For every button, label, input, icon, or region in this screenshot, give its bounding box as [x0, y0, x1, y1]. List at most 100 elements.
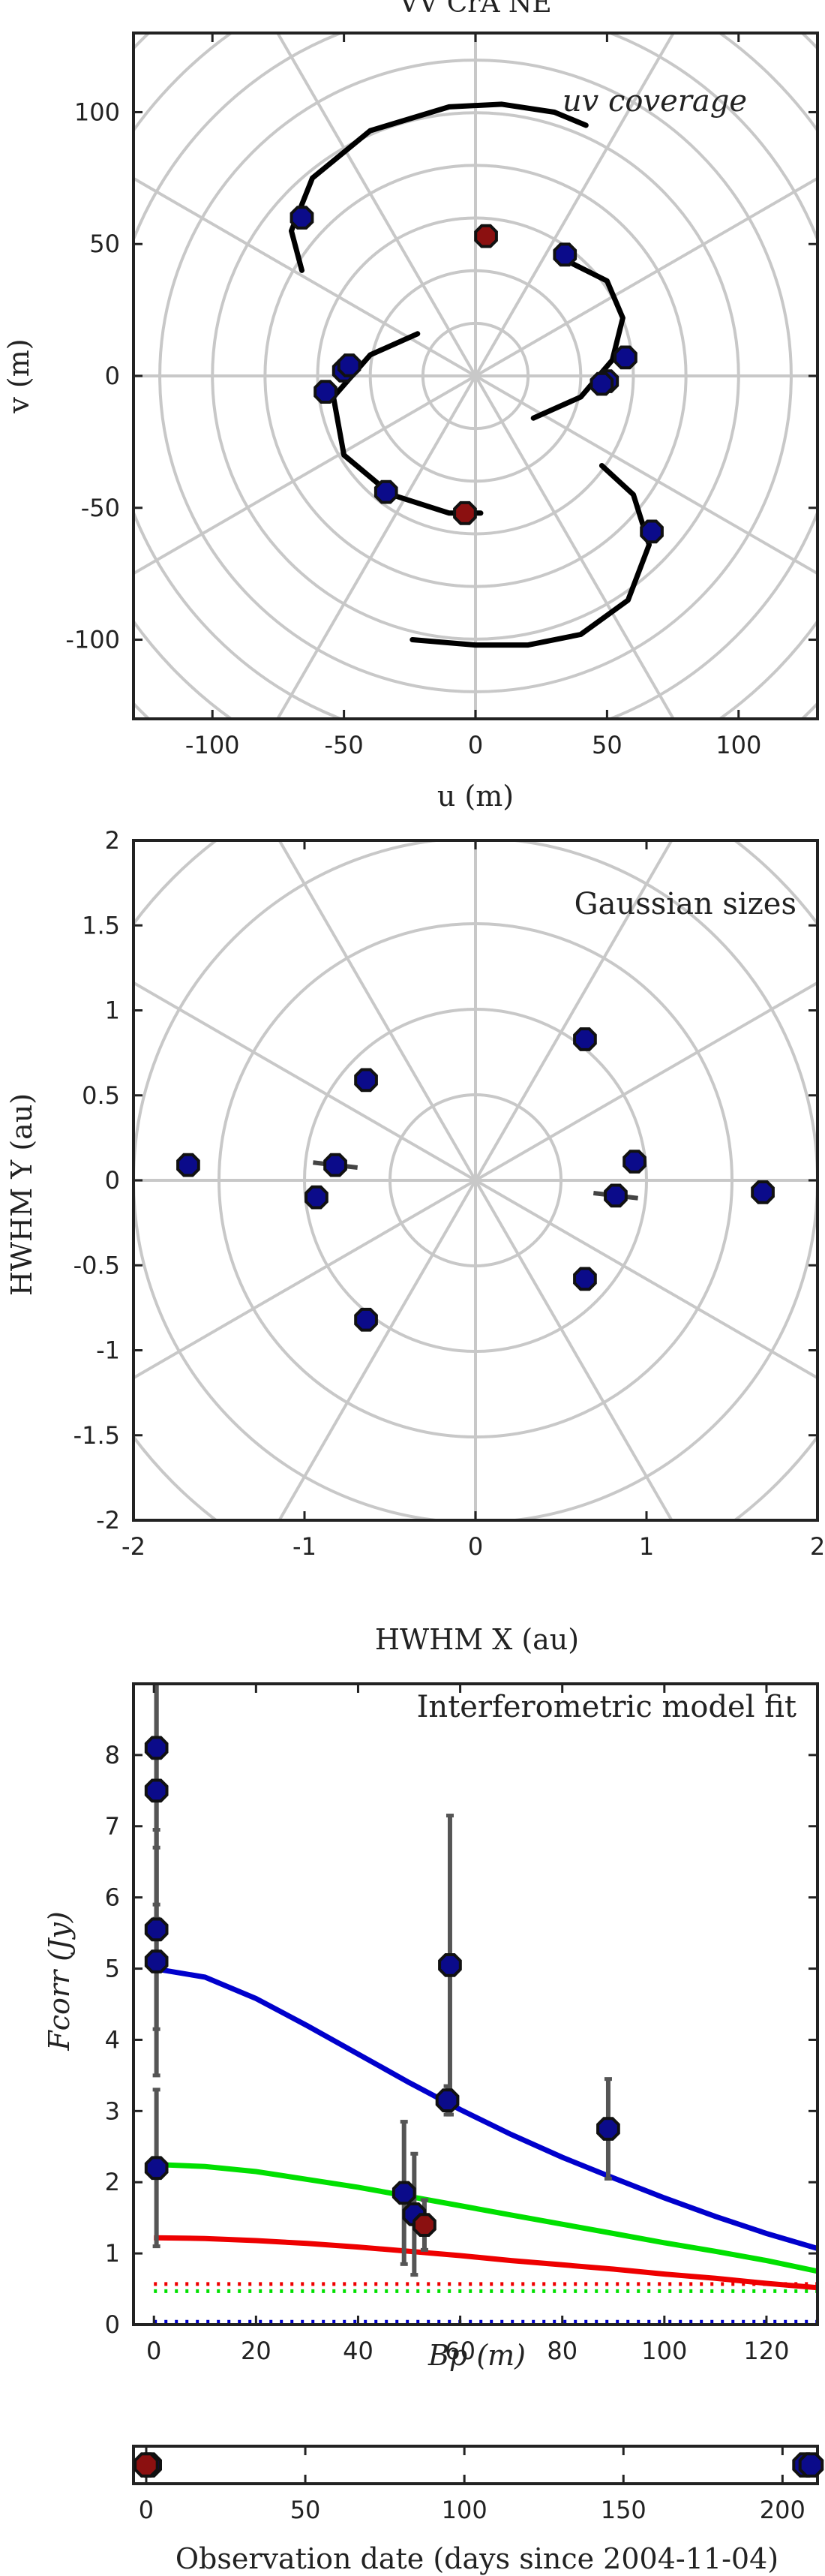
uv-grid-ring	[134, 33, 818, 719]
uv-x-tick-label: -100	[185, 731, 240, 759]
gaussian-point	[573, 1027, 597, 1051]
fcorr-point	[144, 1917, 169, 1942]
uv-axes: -100 -50 0 50 100 -100 -50 0 50 100	[65, 32, 819, 759]
uv-x-tick-label: 0	[468, 731, 483, 759]
date-point	[134, 2452, 159, 2478]
fit-x-tick-label: 80	[547, 2337, 578, 2365]
fcorr-point	[412, 2213, 436, 2237]
uv-polar-grid	[134, 33, 818, 719]
chart-title: VV CrA NE	[398, 0, 551, 19]
date-axes: 0 50 100 150 200	[132, 2445, 819, 2524]
gauss-x-tick-label: -2	[122, 1532, 146, 1561]
uv-track	[289, 101, 589, 273]
uv-grid-spoke	[275, 33, 676, 719]
fit-y-tick-label: 2	[105, 2168, 120, 2196]
uv-annotation: uv coverage	[562, 84, 747, 119]
uv-point	[314, 380, 338, 404]
fcorr-point	[144, 1778, 169, 1803]
fit-x-tick-label: 40	[343, 2337, 374, 2365]
uv-grid-spoke	[134, 176, 818, 576]
uv-point	[640, 519, 664, 544]
model-fit-annotation: Interferometric model fit	[417, 1690, 796, 1724]
gauss-y-tick-label: -0.5	[74, 1251, 120, 1279]
gauss-x-tick-label: -1	[292, 1532, 316, 1561]
fcorr-point	[392, 2181, 416, 2205]
fit-x-tick-label: 0	[146, 2337, 161, 2365]
fit-y-tick-label: 1	[105, 2239, 120, 2268]
gauss-x-tick-label: 2	[810, 1532, 825, 1561]
uv-y-tick-label: -50	[81, 494, 120, 522]
date-points	[134, 2452, 824, 2478]
uv-x-tick-label: 100	[716, 731, 761, 759]
fit-x-tick-label: 20	[241, 2337, 272, 2365]
uv-y-tick-label: 0	[105, 362, 120, 390]
date-x-tick-label: 0	[139, 2496, 154, 2524]
uv-y-axis-label: v (m)	[2, 338, 35, 413]
fit-frame	[132, 1682, 819, 2326]
model-fit-x-axis-label: Bp (m)	[428, 2339, 526, 2372]
fcorr-points	[144, 1684, 620, 2277]
uv-point	[453, 500, 477, 525]
fcorr-point	[144, 2156, 169, 2181]
uv-track	[410, 463, 652, 648]
fcorr-point	[596, 2117, 620, 2141]
gaussian-axes: -2 -1 0 1 2 -2 -1.5 -1 -0.5 0 0.5 1 1.5 2	[74, 826, 825, 1561]
gaussian-x-axis-label: HWHM X (au)	[375, 1623, 579, 1656]
uv-grid-ring	[134, 33, 818, 719]
uv-point	[337, 353, 362, 377]
fcorr-point	[144, 1736, 169, 1760]
uv-point	[374, 479, 398, 504]
uv-y-tick-label: -100	[65, 626, 120, 654]
uv-point	[553, 242, 578, 267]
gauss-grid-spoke	[134, 981, 818, 1380]
model-fit-axes: 0 20 40 60 80 100 120 0 1 2 3 4 5 6 7 8	[105, 1682, 819, 2365]
fcorr-point	[144, 1949, 169, 1973]
model-curve	[154, 2235, 818, 2291]
uv-track	[331, 331, 484, 516]
fit-y-tick-label: 5	[105, 1955, 120, 1983]
fit-y-tick-label: 8	[105, 1741, 120, 1769]
date-point	[798, 2452, 824, 2478]
model-fit-panel: 0 20 40 60 80 100 120 0 1 2 3 4 5 6 7 8 Interferometric…	[43, 1682, 819, 2372]
gaussian-point	[176, 1153, 200, 1177]
fcorr-point	[438, 1953, 462, 1977]
gauss-y-tick-label: 2	[105, 826, 120, 855]
uv-x-tick-label: 50	[592, 731, 622, 759]
gauss-y-tick-label: -1.5	[74, 1421, 120, 1450]
gauss-y-tick-label: 1	[105, 996, 120, 1025]
gaussian-y-axis-label: HWHM Y (au)	[5, 1093, 38, 1296]
gauss-y-tick-label: 0.5	[82, 1081, 120, 1110]
date-frame	[132, 2445, 819, 2485]
gaussian-points	[176, 1027, 775, 1332]
date-x-axis-label: Observation date (days since 2004-11-04)	[176, 2542, 778, 2575]
fit-y-tick-label: 0	[105, 2310, 120, 2339]
fit-x-tick-label: 100	[641, 2337, 687, 2365]
model-curves	[153, 1966, 818, 2324]
uv-points	[290, 206, 664, 544]
gauss-x-tick-label: 0	[468, 1532, 483, 1561]
model-curve	[154, 2162, 818, 2274]
fit-y-tick-label: 3	[105, 2097, 120, 2125]
uv-y-tick-label: 50	[89, 230, 120, 258]
gaussian-point	[354, 1307, 378, 1332]
fit-x-tick-label: 120	[743, 2337, 789, 2365]
date-x-tick-label: 200	[760, 2496, 806, 2524]
uv-grid-spoke	[134, 176, 818, 576]
gaussian-point	[751, 1180, 775, 1204]
gaussian-point	[622, 1150, 646, 1174]
gaussian-point	[354, 1068, 378, 1093]
model-curve-group	[153, 1966, 818, 2324]
gauss-y-tick-label: 1.5	[82, 911, 120, 939]
fcorr-point	[435, 2088, 460, 2112]
fit-y-tick-label: 6	[105, 1883, 120, 1912]
observation-date-panel: 0 50 100 150 200 Observation date (days sinc…	[132, 2445, 824, 2575]
gauss-y-tick-label: 0	[105, 1166, 120, 1195]
uv-point	[290, 206, 314, 230]
uv-point	[614, 345, 638, 370]
gauss-y-tick-label: -1	[96, 1336, 120, 1365]
uv-x-axis-label: u (m)	[437, 780, 514, 813]
